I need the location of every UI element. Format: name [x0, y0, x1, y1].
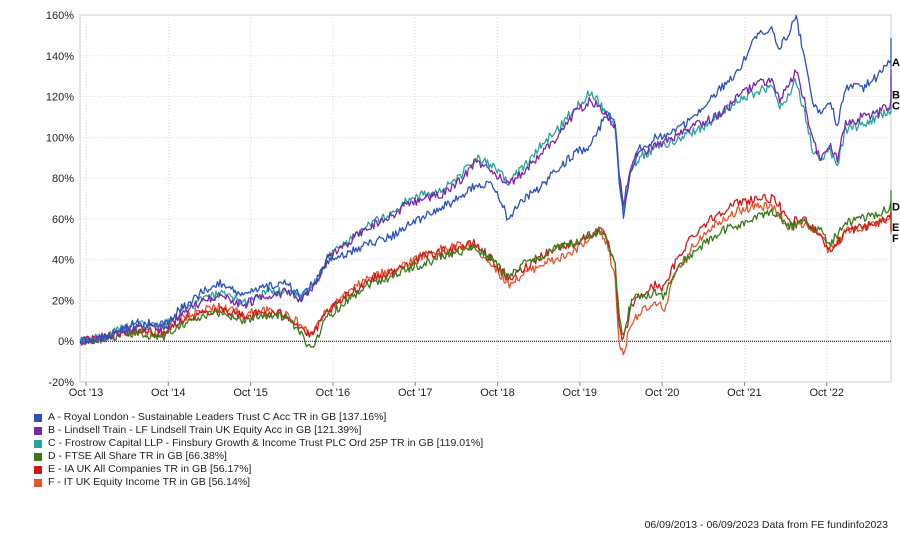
x-tick-label: Oct '20: [645, 387, 680, 399]
x-tick-label: Oct '15: [233, 387, 268, 399]
legend: A - Royal London - Sustainable Leaders T…: [34, 411, 483, 489]
x-tick-label: Oct '22: [809, 387, 844, 399]
legend-swatch: [34, 413, 42, 422]
plot-area: -20% 0% 20% 40% 60% 80% 100% 120% 140% 160% Oct '1…: [46, 10, 900, 399]
legend-item-b: B - Lindsell Train - LF Lindsell Train U…: [34, 424, 483, 437]
legend-swatch: [34, 478, 42, 487]
legend-label: F - IT UK Equity Income TR in GB [56.14%…: [48, 476, 251, 488]
legend-item-f: F - IT UK Equity Income TR in GB [56.14%…: [34, 476, 483, 489]
series-end-label-b: B: [892, 90, 900, 102]
legend-label: D - FTSE All Share TR in GB [66.38%]: [48, 450, 227, 462]
legend-item-c: C - Frostrow Capital LLP - Finsbury Grow…: [34, 437, 483, 450]
series-end-label-c: C: [892, 101, 900, 113]
plot-frame: [79, 14, 892, 383]
series-line-a: [79, 14, 892, 345]
y-tick-label: 60%: [52, 214, 74, 226]
y-tick-label: 80%: [52, 173, 74, 185]
x-tick-label: Oct '14: [151, 387, 186, 399]
x-tick-label: Oct '21: [727, 387, 762, 399]
series-end-label-a: A: [892, 57, 900, 69]
y-tick-label: 20%: [52, 295, 74, 307]
x-tick-label: Oct '17: [398, 387, 433, 399]
y-tick-label: 0%: [58, 336, 74, 348]
legend-swatch: [34, 465, 42, 474]
y-tick-label: -20%: [48, 377, 74, 389]
x-tick-label: Oct '16: [316, 387, 351, 399]
series-end-label-f: F: [892, 233, 899, 245]
y-tick-label: 120%: [46, 92, 74, 104]
legend-label: B - Lindsell Train - LF Lindsell Train U…: [48, 424, 362, 436]
y-tick-label: 40%: [52, 255, 74, 267]
footer-text: 06/09/2013 - 06/09/2023 Data from FE fun…: [644, 519, 888, 531]
legend-item-e: E - IA UK All Companies TR in GB [56.17%…: [34, 463, 483, 476]
series-end-label-e: E: [892, 222, 899, 234]
y-tick-label: 140%: [46, 51, 74, 63]
x-tick-label: Oct '19: [563, 387, 598, 399]
y-tick-label: 160%: [46, 10, 74, 22]
legend-label: C - Frostrow Capital LLP - Finsbury Grow…: [48, 437, 484, 449]
legend-swatch: [34, 439, 42, 448]
series-line-b: [79, 68, 892, 346]
x-tick-label: Oct '18: [480, 387, 515, 399]
legend-swatch: [34, 426, 42, 435]
y-tick-label: 100%: [46, 132, 74, 144]
legend-label: A - Royal London - Sustainable Leaders T…: [48, 411, 387, 423]
legend-swatch: [34, 452, 42, 461]
series-line-d: [79, 190, 892, 348]
legend-item-d: D - FTSE All Share TR in GB [66.38%]: [34, 450, 483, 463]
series-line-e: [80, 193, 892, 344]
legend-item-a: A - Royal London - Sustainable Leaders T…: [34, 411, 483, 424]
legend-label: E - IA UK All Companies TR in GB [56.17%…: [48, 463, 252, 475]
x-tick-label: Oct '13: [69, 387, 104, 399]
series-end-label-d: D: [892, 202, 900, 214]
